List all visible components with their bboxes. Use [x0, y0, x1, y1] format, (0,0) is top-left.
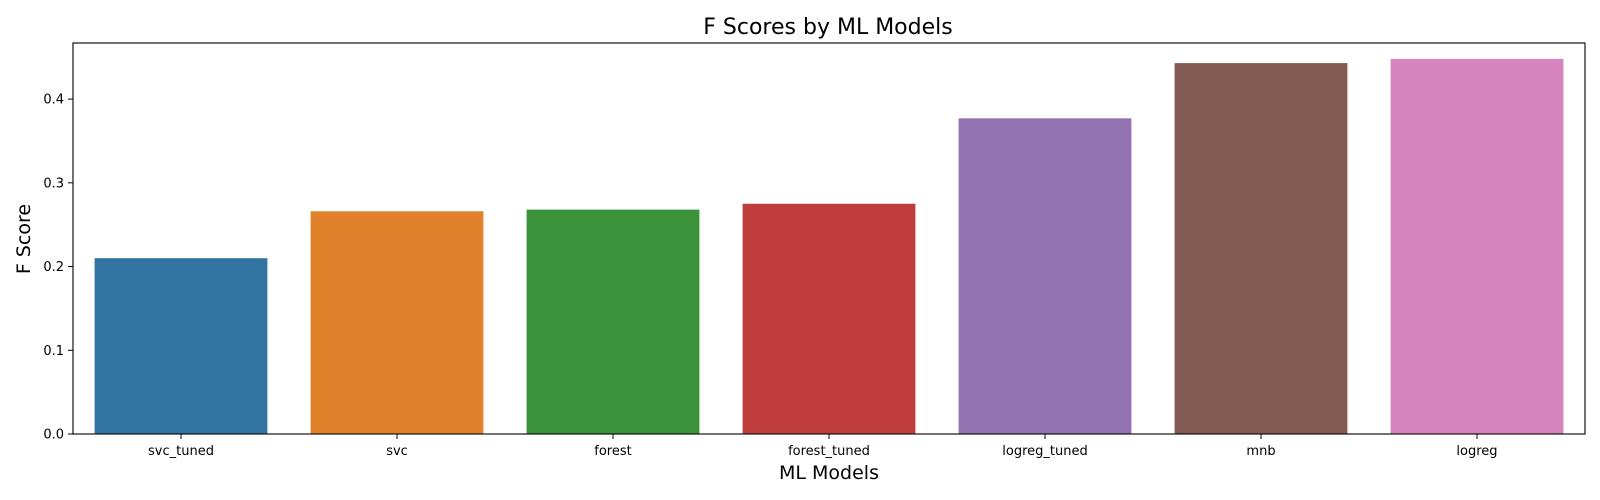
bar-logreg-tuned: [958, 118, 1132, 434]
x-tick-label: mnb: [1246, 444, 1275, 459]
chart-title: F Scores by ML Models: [703, 15, 952, 40]
bar-svc: [310, 211, 484, 434]
bar-logreg: [1390, 58, 1564, 434]
y-axis-label: F Score: [13, 204, 35, 274]
x-tick-label: forest_tuned: [788, 444, 870, 459]
x-axis: svc_tuned svc forest forest_tuned logreg_tun…: [148, 434, 1498, 459]
x-tick-label: svc_tuned: [148, 444, 214, 459]
x-tick-label: logreg: [1456, 444, 1497, 459]
y-tick-label: 0.1: [43, 344, 64, 359]
x-tick-label: svc: [386, 444, 408, 459]
bar-mnb: [1174, 63, 1348, 435]
x-tick-label: logreg_tuned: [1002, 444, 1087, 459]
bar-forest-tuned: [742, 203, 916, 434]
y-axis: 0.0 0.1 0.2 0.3 0.4: [43, 93, 73, 443]
y-tick-label: 0.4: [43, 93, 64, 108]
y-tick-label: 0.3: [43, 176, 64, 191]
y-tick-label: 0.0: [43, 428, 64, 443]
plot-frame: [72, 42, 1586, 435]
x-axis-label: ML Models: [779, 462, 879, 484]
x-tick-label: forest: [594, 444, 631, 459]
bar-svc-tuned: [94, 258, 268, 434]
bars-layer: [94, 58, 1564, 435]
y-tick-label: 0.2: [43, 260, 64, 275]
bar-forest: [526, 209, 700, 434]
